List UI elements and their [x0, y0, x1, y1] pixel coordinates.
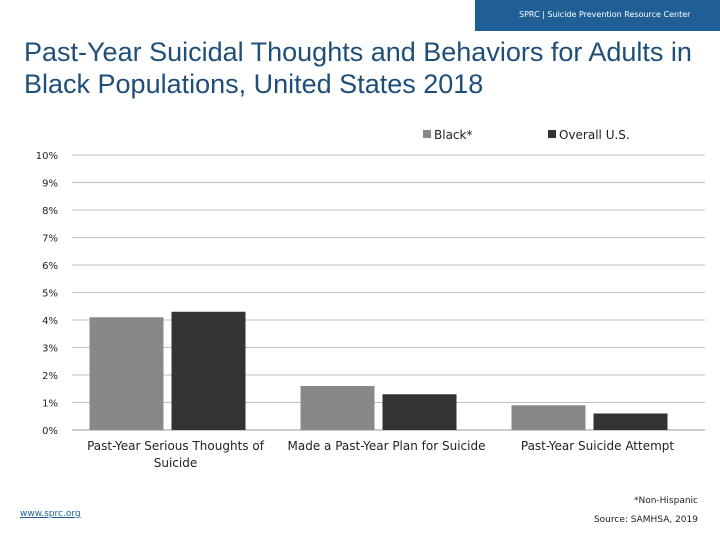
y-tick-label: 2% — [42, 371, 58, 382]
bar — [593, 413, 668, 430]
bar — [89, 317, 164, 430]
legend-swatch — [548, 130, 556, 138]
source-note: Source: SAMHSA, 2019 — [593, 515, 698, 525]
x-category-label: Past-Year Serious Thoughts of — [87, 439, 265, 453]
bar — [511, 405, 586, 430]
y-tick-label: 7% — [42, 234, 58, 245]
y-tick-label: 1% — [42, 399, 58, 410]
y-tick-label: 5% — [42, 289, 58, 300]
y-tick-label: 10% — [36, 151, 58, 162]
y-tick-label: 4% — [42, 316, 58, 327]
bar — [171, 311, 246, 430]
website-link[interactable]: www.sprc.org — [20, 509, 81, 519]
bar — [382, 394, 457, 430]
x-category-label: Past-Year Suicide Attempt — [521, 439, 675, 453]
y-tick-label: 3% — [42, 344, 58, 355]
x-category-label: Suicide — [154, 456, 198, 470]
page-title: Past-Year Suicidal Thoughts and Behavior… — [24, 37, 692, 99]
legend-label: Black* — [434, 128, 472, 142]
org-name: SPRC | Suicide Prevention Resource Cente… — [519, 10, 691, 19]
bar — [300, 386, 375, 430]
y-tick-label: 9% — [42, 179, 58, 190]
x-category-label: Made a Past-Year Plan for Suicide — [288, 439, 486, 453]
y-tick-label: 6% — [42, 261, 58, 272]
header-accent — [0, 0, 475, 31]
legend-label: Overall U.S. — [559, 128, 630, 142]
y-tick-label: 8% — [42, 206, 58, 217]
footnote: *Non-Hispanic — [633, 496, 698, 506]
y-tick-label: 0% — [42, 426, 58, 437]
legend-swatch — [423, 130, 431, 138]
header-org-panel — [475, 0, 720, 31]
header-bar — [0, 0, 720, 31]
